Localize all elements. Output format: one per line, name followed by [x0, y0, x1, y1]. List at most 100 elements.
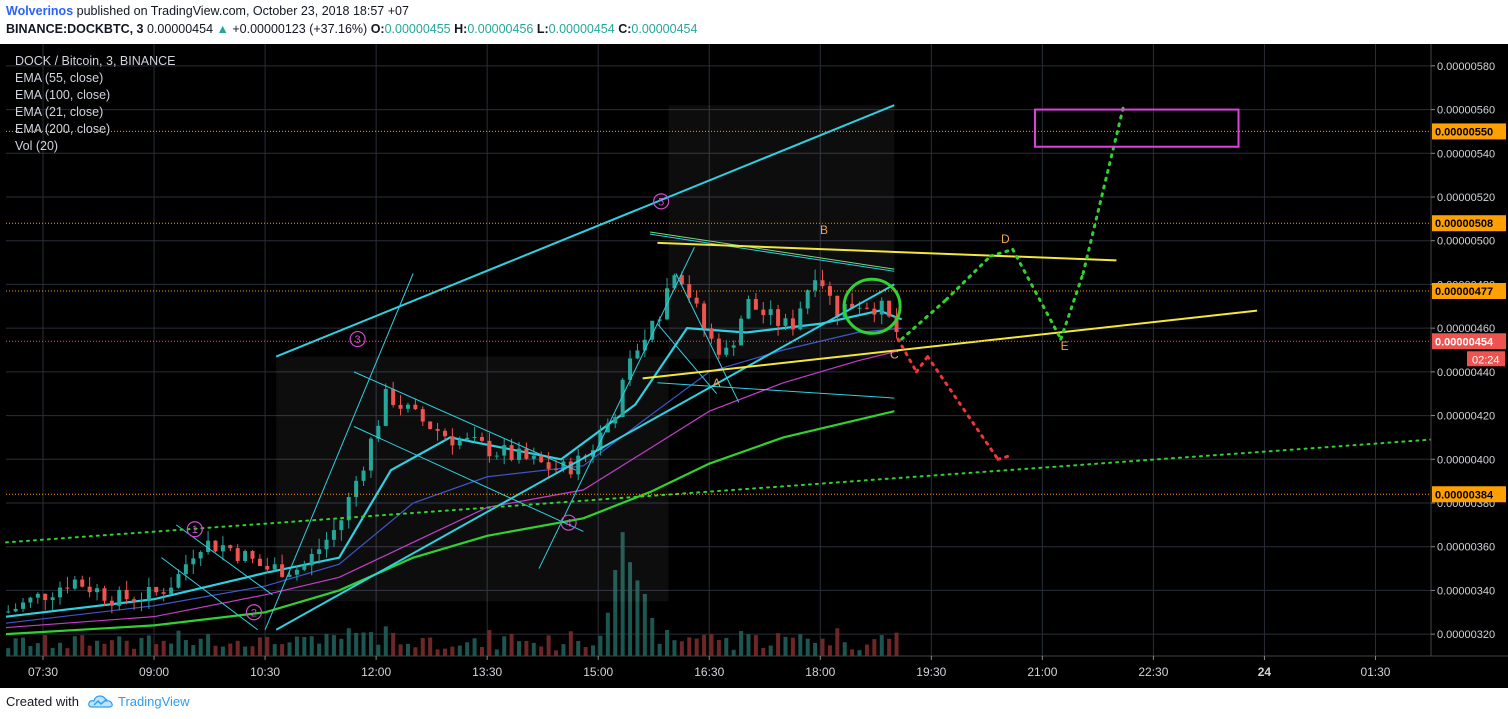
candle-body — [161, 592, 166, 594]
chart-legend: DOCK / Bitcoin, 3, BINANCE EMA (55, close… — [15, 54, 175, 153]
candle-body — [280, 564, 285, 577]
candle-body — [317, 549, 322, 555]
published-text: published on TradingView.com, October 23… — [76, 4, 409, 18]
volume-bar — [132, 648, 137, 656]
price-chart[interactable]: 1 2 3 4 5 A B C D E 0.00000580 0.00000560 0.0000054… — [0, 44, 1508, 688]
volume-bar — [65, 648, 70, 656]
abc-upper-line — [649, 231, 895, 270]
price-tick-label: 0.00000460 — [1437, 323, 1495, 335]
volume-bar — [13, 638, 18, 656]
candle-body — [761, 309, 766, 316]
candle-body — [198, 552, 203, 559]
green-path — [1059, 272, 1085, 341]
time-tick-label: 19:30 — [916, 665, 946, 679]
volume-bar — [561, 644, 566, 656]
time-tick-label: 13:30 — [472, 665, 502, 679]
time-tick-label: 12:00 — [361, 665, 391, 679]
volume-bar — [139, 637, 144, 656]
candle-body — [805, 290, 810, 309]
candle-body — [724, 347, 729, 355]
volume-bar — [102, 643, 107, 656]
volume-bar — [294, 636, 299, 656]
wave-label: 1 — [192, 524, 198, 536]
volume-bar — [605, 612, 610, 656]
candle-body — [716, 338, 721, 355]
volume-bar — [850, 649, 855, 656]
candle-body — [243, 551, 248, 561]
time-tick-label: 15:00 — [583, 665, 613, 679]
tradingview-cloud-icon[interactable] — [88, 693, 114, 711]
time-tick-label: 24 — [1258, 665, 1272, 679]
volume-bar — [339, 638, 344, 656]
tradingview-link[interactable]: TradingView — [118, 694, 190, 709]
volume-bar — [354, 633, 359, 656]
shaded-range-1 — [276, 356, 669, 602]
candle-body — [790, 318, 795, 330]
candle-body — [368, 438, 373, 471]
volume-bar — [724, 637, 729, 656]
target-box — [1033, 108, 1240, 148]
candle-body — [13, 608, 18, 612]
candle-body — [472, 437, 477, 439]
candle-body — [346, 496, 351, 521]
wave-label-circle — [186, 521, 203, 538]
price-level-tag — [1432, 282, 1506, 299]
volume-bar — [435, 649, 440, 656]
volume-bar — [472, 638, 477, 656]
volume-bar — [398, 644, 403, 656]
volume-bar — [368, 632, 373, 656]
candle-body — [635, 350, 640, 359]
volume-bar — [857, 650, 862, 656]
candle-body — [117, 589, 122, 606]
price-axis[interactable]: 0.00000580 0.00000560 0.00000540 0.00000520… — [1430, 44, 1508, 688]
ema-line — [5, 309, 903, 618]
long-dotted-trend — [5, 438, 1432, 544]
volume-bar — [635, 580, 640, 656]
green-path — [1011, 247, 1063, 341]
candle-body — [872, 308, 877, 315]
candle-body — [272, 564, 277, 570]
channel-upper-line — [275, 104, 895, 358]
candle-body — [576, 455, 581, 475]
wave-label: 4 — [566, 518, 572, 530]
time-tick-label: 01:30 — [1360, 665, 1390, 679]
volume-bar — [302, 637, 307, 656]
price-tick-label: 0.00000540 — [1437, 148, 1495, 160]
volume-bar — [746, 634, 751, 656]
time-tick-label: 21:00 — [1027, 665, 1057, 679]
volume-bar — [35, 643, 40, 656]
wave-letter-label: D — [1001, 232, 1010, 246]
author-link[interactable]: Wolverinos — [6, 4, 74, 18]
volume-bar — [598, 635, 603, 656]
volume-bar — [768, 645, 773, 656]
price-tick-label: 0.00000500 — [1437, 236, 1495, 248]
time-tick-label: 07:30 — [28, 665, 58, 679]
candle-body — [879, 300, 884, 315]
red-path — [996, 453, 1015, 461]
time-axis-bg — [0, 656, 1508, 688]
created-with-text: Created with — [6, 694, 79, 709]
channel-4-upper — [353, 371, 577, 471]
volume-bar — [6, 648, 11, 656]
volume-bar — [613, 570, 618, 656]
low-value: 0.00000454 — [548, 22, 615, 36]
a-leg-line — [657, 323, 718, 395]
candle-body — [887, 300, 892, 317]
volume-bar — [687, 637, 692, 656]
candle-body — [383, 389, 388, 426]
time-axis[interactable]: 07:30 09:00 10:30 12:00 13:30 15:00 16:30 18:00… — [0, 655, 1508, 688]
candle-body — [220, 545, 225, 552]
candle-body — [398, 404, 403, 409]
candle-body — [894, 316, 899, 332]
candle-body — [376, 425, 381, 439]
wave-label: 3 — [355, 334, 361, 346]
volume-bar — [243, 646, 248, 656]
footer: Created with TradingView — [0, 688, 1508, 719]
candle-body — [457, 439, 462, 446]
small-channel-line — [161, 557, 258, 631]
open-label: O: — [370, 22, 385, 36]
red-path — [896, 337, 919, 374]
volume-bar — [702, 634, 707, 656]
price-level-tag — [1432, 486, 1506, 503]
volume-bar — [494, 649, 499, 656]
